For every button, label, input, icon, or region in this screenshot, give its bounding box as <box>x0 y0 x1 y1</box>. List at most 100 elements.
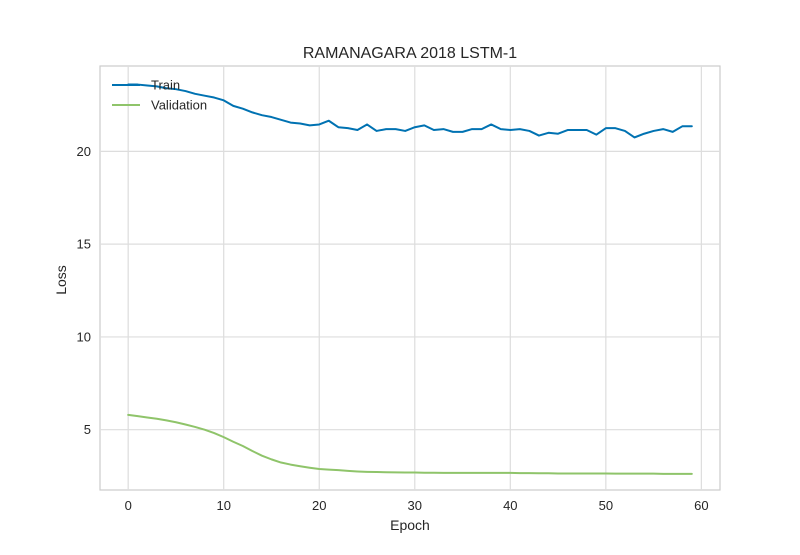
data-point <box>481 128 483 130</box>
data-point <box>414 472 416 474</box>
data-point <box>385 128 387 130</box>
series-line-train <box>127 83 693 139</box>
data-point <box>519 472 521 474</box>
x-tick-label: 40 <box>503 498 517 513</box>
data-point <box>423 472 425 474</box>
data-point <box>442 472 444 474</box>
series-group <box>127 83 693 475</box>
data-point <box>223 436 225 438</box>
data-point <box>500 128 502 130</box>
data-point <box>385 471 387 473</box>
data-point <box>270 116 272 118</box>
x-tick-label: 30 <box>408 498 422 513</box>
data-point <box>395 128 397 130</box>
series-line-validation <box>127 413 693 475</box>
data-point <box>481 472 483 474</box>
data-point <box>194 93 196 95</box>
data-point <box>318 468 320 470</box>
data-point <box>137 415 139 417</box>
x-tick-label: 10 <box>216 498 230 513</box>
data-point <box>328 469 330 471</box>
data-point <box>213 97 215 99</box>
y-tick-label: 15 <box>77 237 91 252</box>
chart-title: RAMANAGARA 2018 LSTM-1 <box>303 45 517 62</box>
data-point <box>643 133 645 135</box>
x-tick-label: 50 <box>599 498 613 513</box>
data-point <box>519 128 521 130</box>
data-point <box>653 473 655 475</box>
data-point <box>337 126 339 128</box>
x-tick-label: 60 <box>694 498 708 513</box>
data-point <box>595 134 597 136</box>
y-tick-label: 10 <box>77 329 91 344</box>
y-axis-title: Loss <box>53 265 69 295</box>
data-point <box>653 130 655 132</box>
data-point <box>557 133 559 135</box>
data-point <box>223 99 225 101</box>
data-point <box>146 84 148 86</box>
data-point <box>586 472 588 474</box>
data-point <box>681 125 683 127</box>
data-point <box>586 129 588 131</box>
data-point <box>242 108 244 110</box>
data-point <box>356 470 358 472</box>
data-point <box>376 130 378 132</box>
data-point <box>127 414 129 416</box>
data-point <box>614 473 616 475</box>
data-point <box>672 131 674 133</box>
data-point <box>404 130 406 132</box>
data-point <box>280 119 282 121</box>
plot-area <box>99 65 721 491</box>
data-point <box>175 421 177 423</box>
legend: Train Validation <box>112 78 207 113</box>
data-point <box>614 127 616 129</box>
data-point <box>194 426 196 428</box>
data-point <box>251 111 253 113</box>
data-point <box>462 131 464 133</box>
data-point <box>471 472 473 474</box>
data-point <box>261 455 263 457</box>
data-point <box>567 472 569 474</box>
data-point <box>490 123 492 125</box>
data-point <box>643 473 645 475</box>
data-point <box>347 127 349 129</box>
data-point <box>462 472 464 474</box>
data-point <box>471 128 473 130</box>
data-point <box>528 472 530 474</box>
data-point <box>290 122 292 124</box>
legend-label-validation: Validation <box>151 98 207 113</box>
data-point <box>242 445 244 447</box>
data-point <box>337 469 339 471</box>
data-point <box>328 120 330 122</box>
data-point <box>366 471 368 473</box>
data-point <box>423 124 425 126</box>
data-point <box>605 127 607 129</box>
data-point <box>232 441 234 443</box>
tick-labels: 0 10 20 30 40 50 60 5 10 15 20 <box>77 144 709 513</box>
data-point <box>662 128 664 130</box>
data-point <box>433 472 435 474</box>
data-point <box>595 472 597 474</box>
data-point <box>691 125 693 127</box>
data-point <box>528 130 530 132</box>
data-point <box>605 472 607 474</box>
data-point <box>232 105 234 107</box>
data-point <box>691 473 693 475</box>
data-point <box>538 135 540 137</box>
data-point <box>204 429 206 431</box>
data-point <box>309 124 311 126</box>
data-point <box>452 472 454 474</box>
data-point <box>500 472 502 474</box>
x-tick-label: 20 <box>312 498 326 513</box>
data-point <box>624 473 626 475</box>
data-point <box>548 472 550 474</box>
data-point <box>299 123 301 125</box>
data-point <box>624 130 626 132</box>
data-point <box>146 416 148 418</box>
x-tick-label: 0 <box>125 498 132 513</box>
data-point <box>309 467 311 469</box>
data-point <box>280 462 282 464</box>
data-point <box>404 472 406 474</box>
